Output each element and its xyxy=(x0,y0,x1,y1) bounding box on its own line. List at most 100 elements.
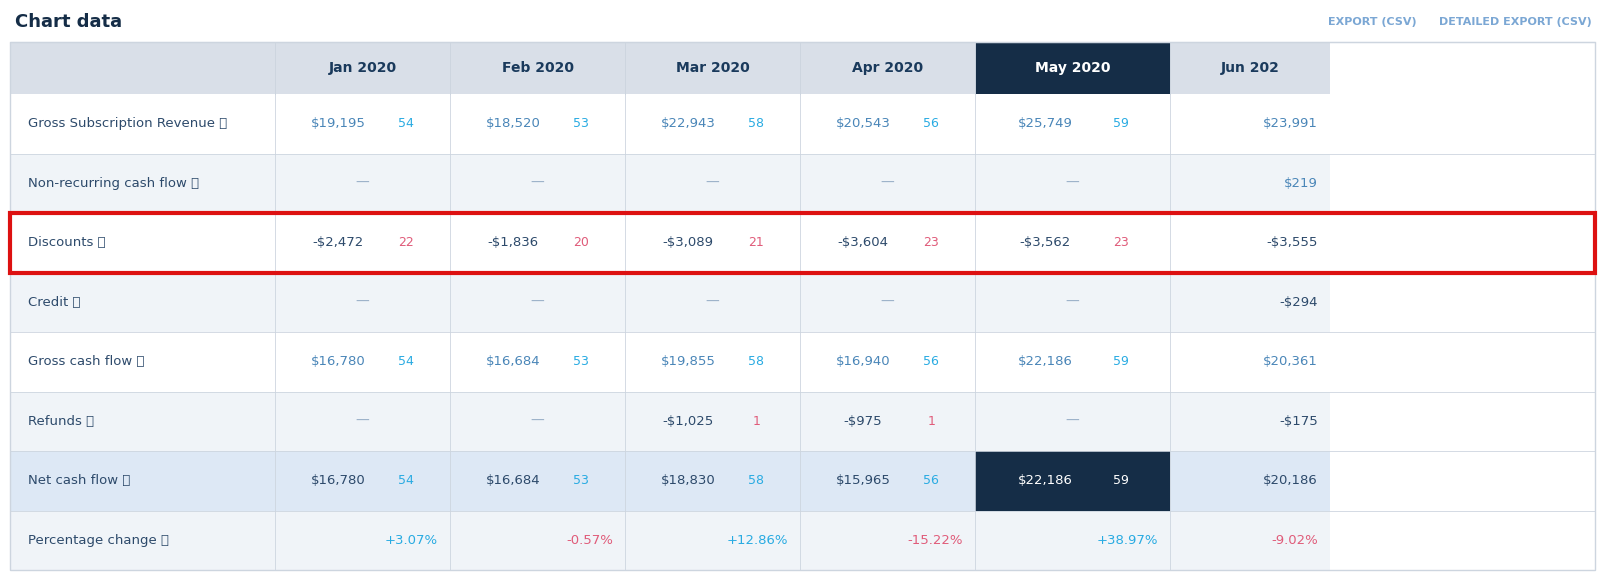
Text: 54: 54 xyxy=(398,474,414,487)
Bar xyxy=(626,154,800,213)
Text: -$294: -$294 xyxy=(1280,296,1318,309)
Text: Apr 2020: Apr 2020 xyxy=(851,61,923,75)
Bar xyxy=(800,94,974,154)
Bar xyxy=(1170,273,1330,332)
Text: EXPORT (CSV): EXPORT (CSV) xyxy=(1328,17,1418,27)
Text: $15,965: $15,965 xyxy=(835,474,891,487)
Bar xyxy=(450,392,626,451)
Text: $20,186: $20,186 xyxy=(1264,474,1318,487)
Text: 54: 54 xyxy=(398,355,414,368)
Text: —: — xyxy=(355,414,370,428)
Text: —: — xyxy=(531,295,544,309)
Bar xyxy=(275,392,450,451)
Text: -$175: -$175 xyxy=(1280,415,1318,428)
Text: Refunds ⓘ: Refunds ⓘ xyxy=(29,415,94,428)
Text: 22: 22 xyxy=(398,236,414,249)
Text: Percentage change ⓘ: Percentage change ⓘ xyxy=(29,534,170,547)
Bar xyxy=(974,94,1170,154)
Bar xyxy=(800,392,974,451)
Bar xyxy=(974,154,1170,213)
Text: -$3,555: -$3,555 xyxy=(1267,236,1318,249)
Text: 54: 54 xyxy=(398,117,414,131)
Bar xyxy=(1170,332,1330,392)
Text: $18,520: $18,520 xyxy=(485,117,541,131)
Text: 56: 56 xyxy=(923,474,939,487)
Text: $20,543: $20,543 xyxy=(835,117,891,131)
Bar xyxy=(1170,42,1330,94)
Text: -$1,836: -$1,836 xyxy=(488,236,539,249)
Text: -$3,089: -$3,089 xyxy=(662,236,714,249)
Text: $18,830: $18,830 xyxy=(661,474,715,487)
Bar xyxy=(974,332,1170,392)
Text: —: — xyxy=(531,177,544,190)
Text: +12.86%: +12.86% xyxy=(726,534,787,547)
Bar xyxy=(626,273,800,332)
Bar xyxy=(450,94,626,154)
Bar xyxy=(10,94,275,154)
Text: $16,780: $16,780 xyxy=(310,355,365,368)
Text: DETAILED EXPORT (CSV): DETAILED EXPORT (CSV) xyxy=(1440,17,1592,27)
Text: Net cash flow ⓘ: Net cash flow ⓘ xyxy=(29,474,130,487)
Text: 56: 56 xyxy=(923,117,939,131)
Bar xyxy=(450,451,626,511)
Bar xyxy=(1170,94,1330,154)
Bar xyxy=(10,392,275,451)
Text: 1: 1 xyxy=(752,415,760,428)
Bar xyxy=(275,511,450,570)
Bar xyxy=(974,273,1170,332)
Bar xyxy=(626,451,800,511)
Bar xyxy=(800,42,974,94)
Bar xyxy=(10,511,275,570)
Text: $20,361: $20,361 xyxy=(1262,355,1318,368)
Text: Gross cash flow ⓘ: Gross cash flow ⓘ xyxy=(29,355,144,368)
Text: Gross Subscription Revenue ⓘ: Gross Subscription Revenue ⓘ xyxy=(29,117,227,131)
Text: 23: 23 xyxy=(1114,236,1130,249)
Bar xyxy=(626,511,800,570)
Text: $19,195: $19,195 xyxy=(310,117,365,131)
Text: $16,780: $16,780 xyxy=(310,474,365,487)
Text: —: — xyxy=(706,177,720,190)
Bar xyxy=(800,273,974,332)
Text: $25,749: $25,749 xyxy=(1018,117,1072,131)
Text: 59: 59 xyxy=(1114,117,1130,131)
Text: -0.57%: -0.57% xyxy=(566,534,613,547)
Text: 58: 58 xyxy=(749,117,765,131)
Text: $23,991: $23,991 xyxy=(1262,117,1318,131)
Text: 20: 20 xyxy=(573,236,589,249)
Text: 56: 56 xyxy=(923,355,939,368)
Text: —: — xyxy=(1066,295,1080,309)
Bar xyxy=(974,511,1170,570)
Text: -$3,562: -$3,562 xyxy=(1019,236,1070,249)
Bar xyxy=(450,273,626,332)
Text: 1: 1 xyxy=(928,415,934,428)
Bar xyxy=(10,273,275,332)
Text: Feb 2020: Feb 2020 xyxy=(501,61,573,75)
Bar xyxy=(974,392,1170,451)
Text: 58: 58 xyxy=(749,355,765,368)
Bar xyxy=(800,213,974,273)
Text: $22,186: $22,186 xyxy=(1018,474,1072,487)
Text: $22,186: $22,186 xyxy=(1018,355,1072,368)
Bar xyxy=(10,332,275,392)
Bar xyxy=(275,273,450,332)
Text: 53: 53 xyxy=(573,355,589,368)
Bar xyxy=(275,42,450,94)
Text: Chart data: Chart data xyxy=(14,13,122,31)
Bar xyxy=(1170,213,1330,273)
Text: Discounts ⓘ: Discounts ⓘ xyxy=(29,236,106,249)
Bar xyxy=(450,332,626,392)
Text: +38.97%: +38.97% xyxy=(1096,534,1158,547)
Text: 59: 59 xyxy=(1114,474,1130,487)
Bar xyxy=(450,511,626,570)
Text: -15.22%: -15.22% xyxy=(907,534,963,547)
Bar xyxy=(10,213,275,273)
Text: —: — xyxy=(355,177,370,190)
Bar xyxy=(800,511,974,570)
Text: 53: 53 xyxy=(573,474,589,487)
Text: Jun 202: Jun 202 xyxy=(1221,61,1280,75)
Bar xyxy=(1170,392,1330,451)
Bar xyxy=(275,94,450,154)
Bar xyxy=(450,154,626,213)
Text: $19,855: $19,855 xyxy=(661,355,715,368)
Bar xyxy=(10,154,275,213)
